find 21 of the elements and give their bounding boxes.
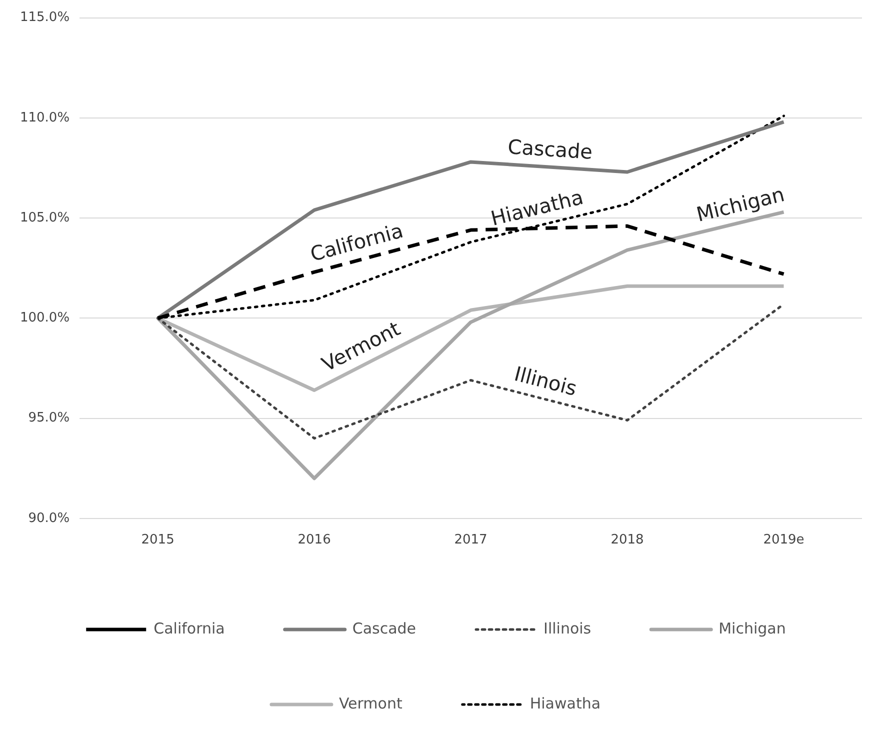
legend-label: Hiawatha: [530, 694, 601, 712]
text: Michigan: [694, 182, 787, 226]
text: Hiawatha: [488, 184, 586, 230]
x-tick-label: 2019e: [763, 532, 804, 548]
x-tick-label: 2015: [141, 532, 174, 548]
legend-label: Cascade: [352, 619, 416, 638]
x-tick-label: 2017: [454, 532, 488, 548]
text: Cascade: [507, 134, 594, 164]
legend-label: California: [154, 619, 225, 638]
legend-label: Illinois: [544, 619, 592, 638]
y-tick-label: 100.0%: [20, 310, 70, 326]
legend-label: Michigan: [718, 619, 786, 638]
y-tick-label: 90.0%: [28, 510, 70, 526]
y-tick-label: 110.0%: [20, 110, 70, 126]
x-tick-label: 2018: [610, 532, 644, 548]
y-tick-label: 115.0%: [20, 10, 70, 26]
y-tick-label: 95.0%: [28, 410, 70, 426]
y-tick-label: 105.0%: [20, 210, 70, 226]
x-tick-label: 2016: [298, 532, 331, 548]
text: Illinois: [512, 362, 580, 401]
legend-label: Vermont: [338, 694, 402, 712]
